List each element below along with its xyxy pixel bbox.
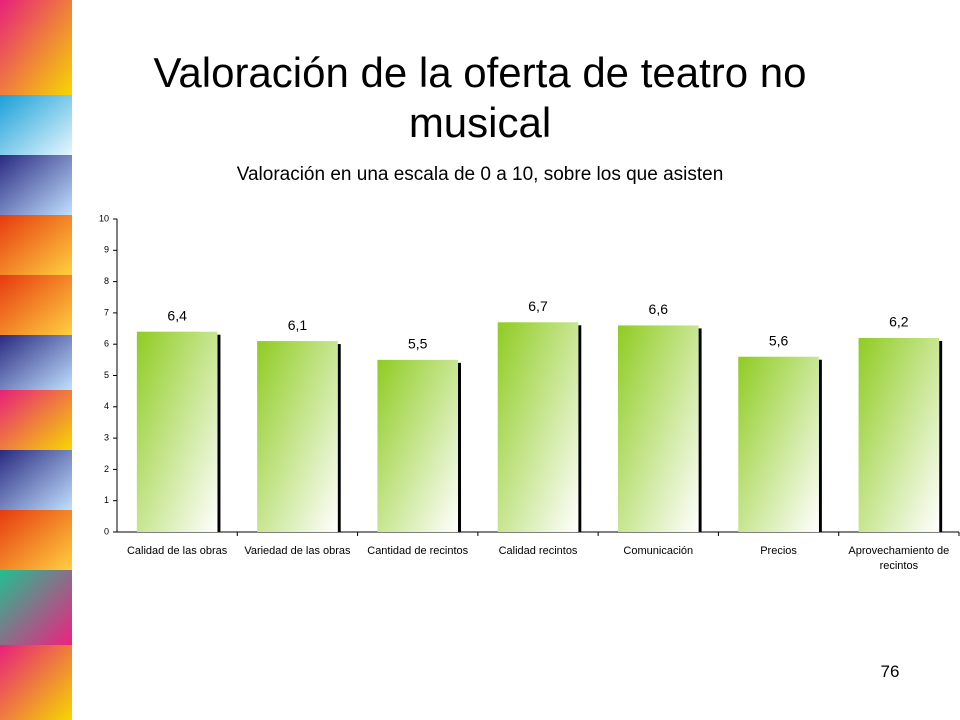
y-tick-label: 3 [104,432,109,442]
photo-strip [0,0,72,720]
bar [257,341,338,532]
bar [377,359,459,532]
bar-shadow [337,344,341,532]
bar-shadow [818,359,822,532]
value-label: 6,4 [167,307,187,323]
y-tick-label: 9 [104,245,109,255]
bar-shadow [458,362,462,532]
chart-subtitle: Valoración en una escala de 0 a 10, sobr… [236,164,724,185]
value-label: 6,7 [528,298,548,314]
value-label: 5,5 [408,336,428,352]
x-tick-label: Variedad de las obras [244,545,351,557]
value-label: 6,6 [649,301,669,317]
value-label: 6,2 [889,314,909,330]
bar-shadow [698,328,702,532]
bar [136,331,218,532]
bar [497,322,579,532]
value-label: 6,1 [288,317,308,333]
x-tick-label: Cantidad de recintos [367,545,469,557]
chart-title: Valoración de la oferta de teatro no mus… [153,49,807,146]
bar [617,325,699,532]
bar [738,356,819,532]
bar-shadow [217,334,221,532]
y-tick-label: 1 [104,495,109,505]
bar-shadow [578,325,582,532]
value-label: 5,6 [769,332,789,348]
y-tick-label: 0 [104,526,109,536]
x-tick-label: Precios [760,545,797,557]
x-tick-label: Aprovechamiento de recintos [848,545,950,572]
y-tick-label: 6 [104,339,109,349]
y-tick-label: 8 [104,276,109,286]
y-tick-label: 7 [104,307,109,317]
bar [858,337,940,532]
y-tick-label: 2 [104,464,109,474]
page-number: 76 [880,662,900,681]
y-tick-label: 4 [104,401,109,411]
x-tick-label: Calidad de las obras [126,545,228,557]
y-tick-label: 5 [104,370,109,380]
x-tick-label: Calidad recintos [498,545,578,557]
x-tick-label: Comunicación [623,545,694,557]
bar-shadow [939,340,943,532]
y-tick-label: 10 [99,213,109,223]
